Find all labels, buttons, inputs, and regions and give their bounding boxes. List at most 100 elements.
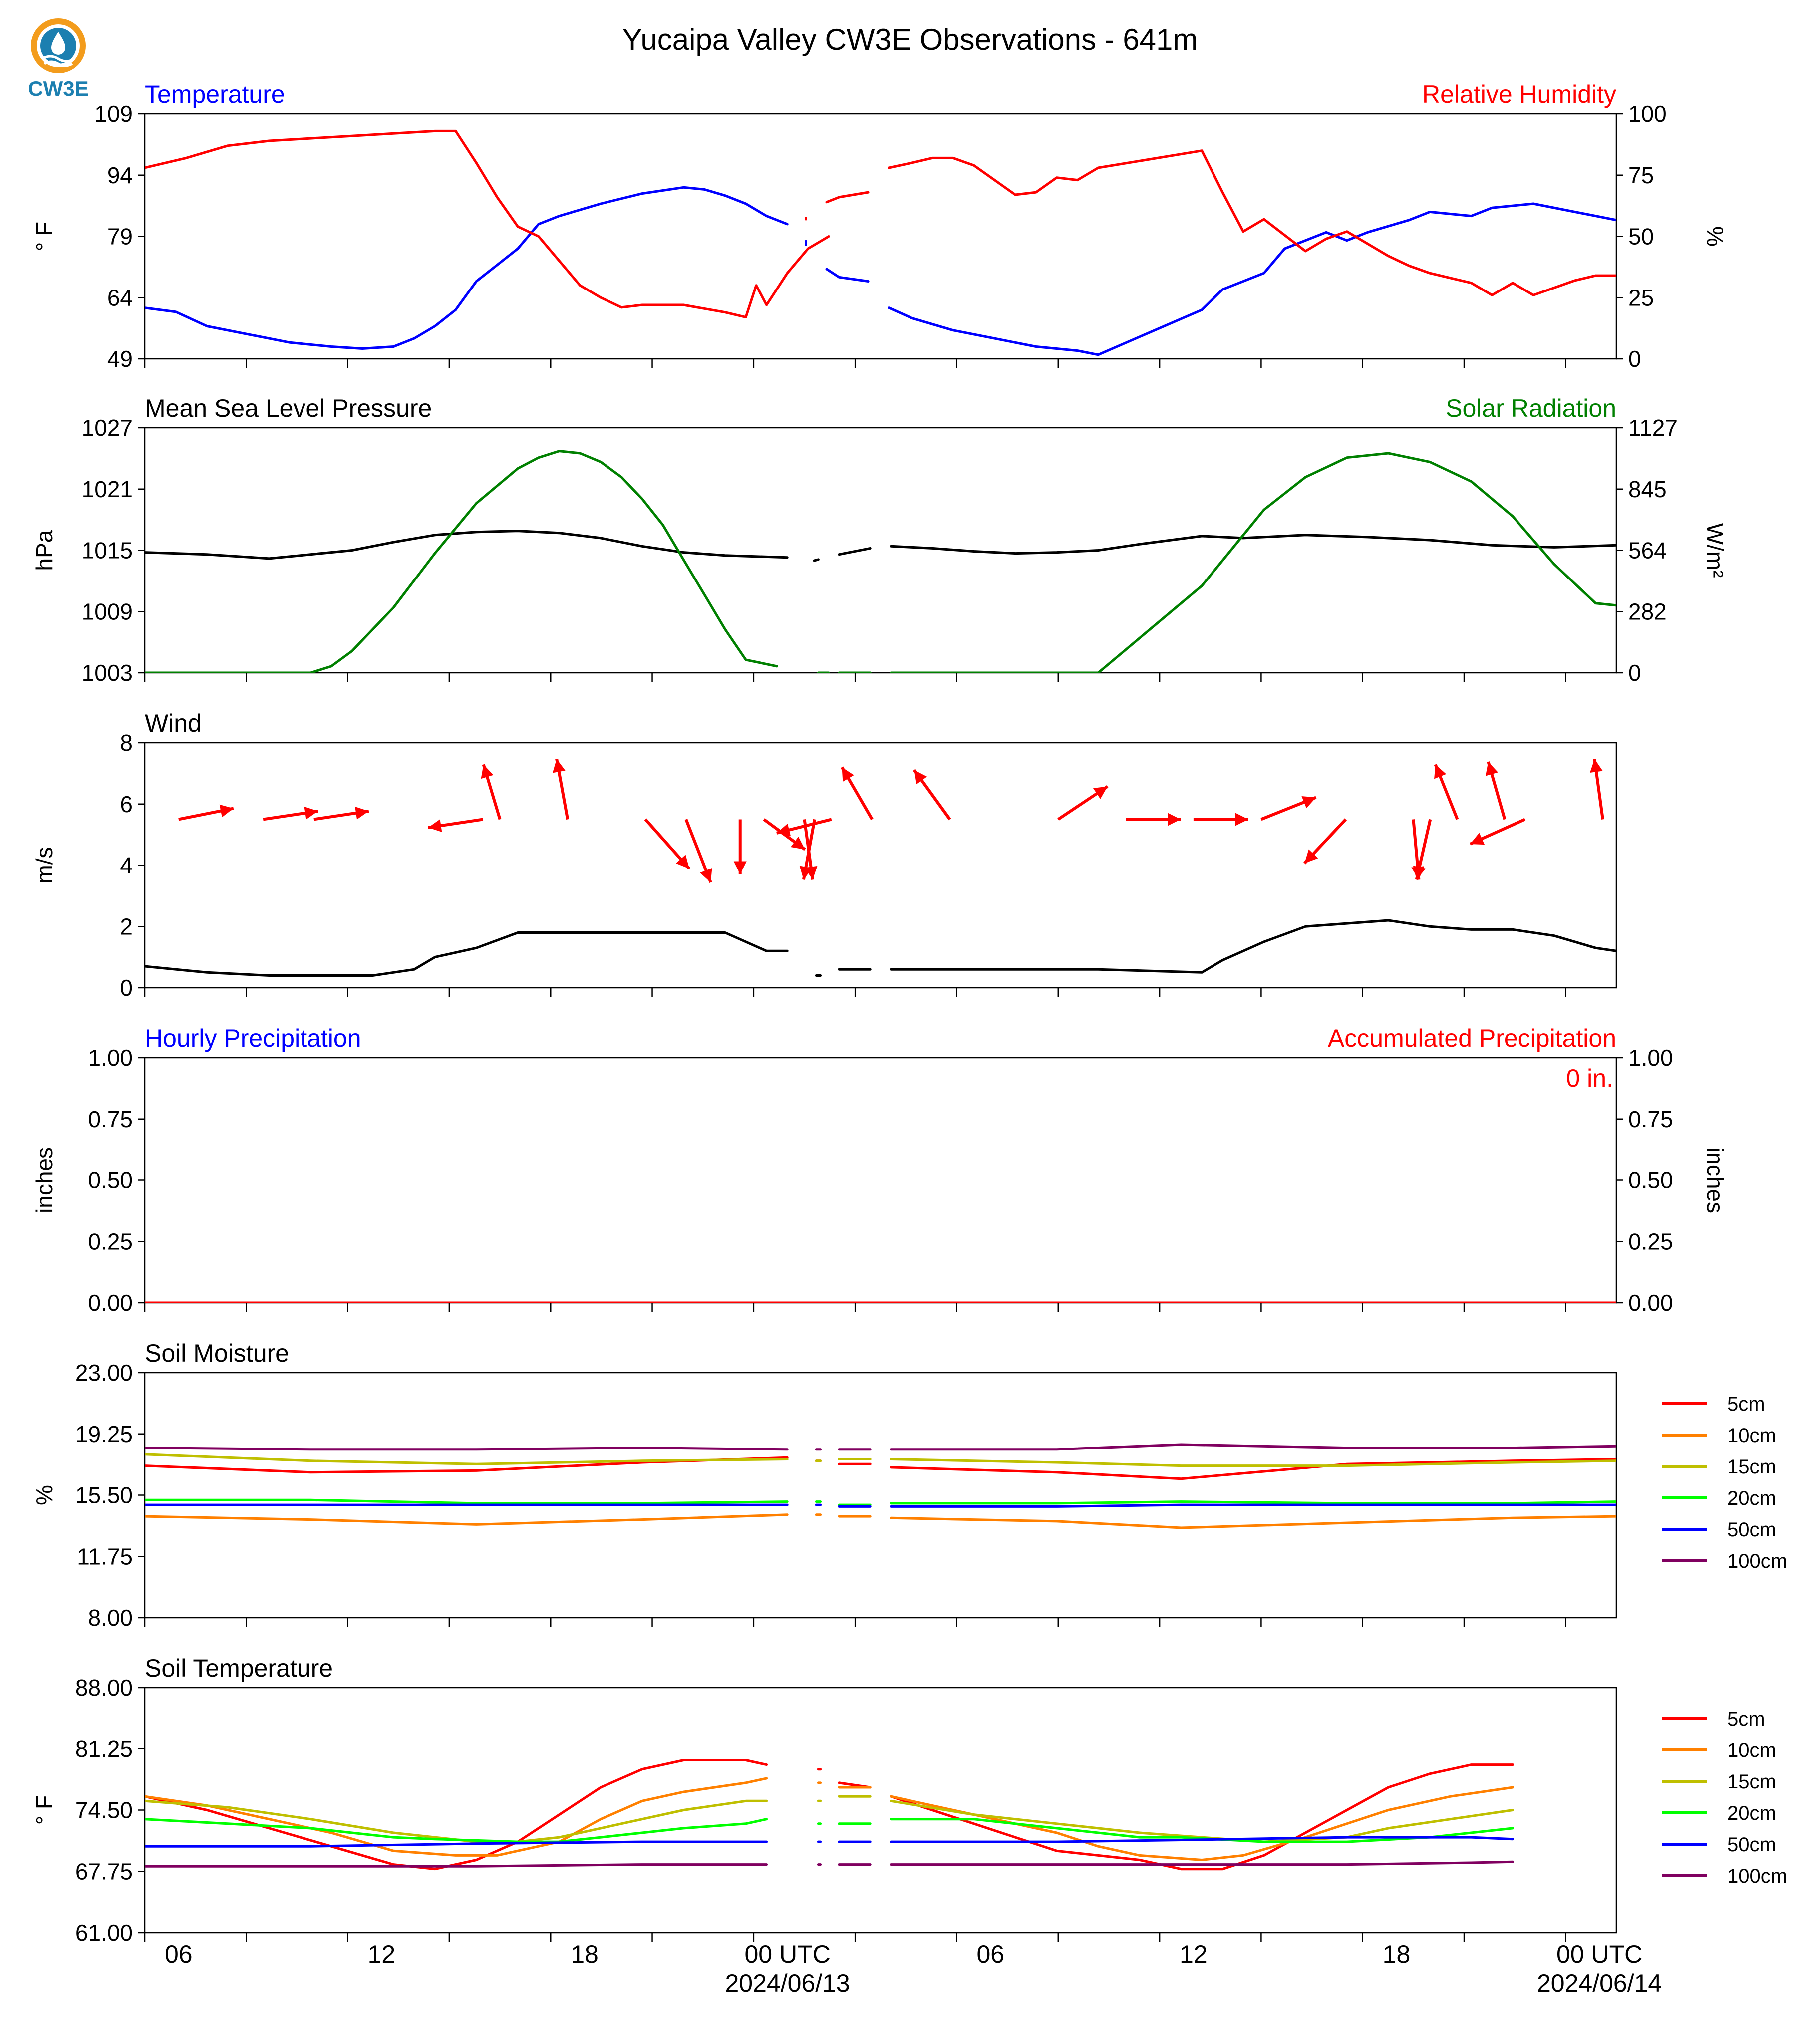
- y-tick-label-left: 0.75: [88, 1106, 133, 1132]
- y-axis-label-left: ° F: [31, 1795, 57, 1825]
- y-tick-label-left: 74.50: [75, 1797, 133, 1823]
- panel-title-left: Soil Temperature: [145, 1654, 333, 1682]
- wind-arrow: [1486, 761, 1507, 820]
- panel-title-right: Solar Radiation: [1446, 394, 1616, 422]
- y-tick-label-right: 50: [1628, 224, 1654, 250]
- x-tick-label: 06: [976, 1940, 1004, 1968]
- y-tick-label-left: 67.75: [75, 1858, 133, 1884]
- series-line-mean-sea-level-pressure: [890, 534, 1616, 555]
- y-tick-label-left: 109: [94, 101, 133, 127]
- accumulated-total-label: 0 in.: [1566, 1064, 1613, 1092]
- y-axis-label-left: hPa: [31, 530, 57, 571]
- series-line-100cm: [890, 1443, 1616, 1451]
- series-group: [145, 450, 1616, 673]
- legend-label: 100cm: [1727, 1550, 1787, 1572]
- series-line-mean-sea-level-pressure: [813, 558, 820, 562]
- x-tick-label: 12: [1180, 1940, 1208, 1968]
- legend-label: 50cm: [1727, 1519, 1776, 1541]
- legend: 5cm 10cm 15cm 20cm 50cm 100cm: [1662, 1708, 1787, 1887]
- y-tick-label-right: 0: [1628, 660, 1641, 686]
- series-line-wind: [890, 919, 1616, 974]
- series-line-100cm: [145, 1863, 768, 1868]
- y-tick-label-left: 8: [120, 730, 133, 756]
- y-tick-label-right: 25: [1628, 285, 1654, 310]
- wind-arrow: [481, 764, 502, 820]
- x-tick-label: 18: [571, 1940, 599, 1968]
- y-tick-label-left: 0.25: [88, 1228, 133, 1254]
- panel-title-left: Wind: [145, 709, 202, 737]
- panel-temp_rh: 109 94 79 64 49 100 75 50 25 0 Temperature Relative…: [31, 80, 1728, 372]
- series-line-50cm: [145, 1840, 768, 1848]
- wind-arrow: [1590, 759, 1604, 820]
- wind-arrow: [1260, 796, 1317, 821]
- y-axis-label-left: ° F: [31, 222, 57, 251]
- x-date-label: 2024/06/14: [1537, 1969, 1662, 1997]
- y-tick-label-left: 1009: [82, 598, 133, 624]
- y-tick-label-left: 94: [107, 162, 133, 188]
- series-line-mean-sea-level-pressure: [145, 530, 789, 560]
- panel-title-right: Accumulated Precipitation: [1328, 1024, 1616, 1052]
- series-line-relative-humidity: [145, 129, 830, 318]
- wind-arrow: [799, 819, 816, 880]
- series-line-temperature: [825, 268, 870, 283]
- series-line-20cm: [145, 1498, 789, 1505]
- series-line-temperature: [888, 306, 1100, 356]
- y-axis-label-left: inches: [31, 1147, 57, 1213]
- x-date-label: 2024/06/13: [725, 1969, 850, 1997]
- plot-frame: [144, 1372, 1617, 1619]
- y-tick-label-right: 0: [1628, 346, 1641, 372]
- y-tick-label-right: 845: [1628, 476, 1667, 502]
- series-line-10cm: [890, 1515, 1616, 1529]
- wind-arrow: [1413, 819, 1432, 880]
- series-group: [145, 758, 1616, 977]
- y-tick-label-left: 64: [107, 285, 133, 310]
- legend-label: 10cm: [1727, 1425, 1776, 1447]
- y-tick-label-right: 564: [1628, 538, 1667, 564]
- legend-label: 5cm: [1727, 1393, 1765, 1415]
- y-tick-label-right: 0.50: [1628, 1167, 1673, 1193]
- y-tick-label-left: 6: [120, 791, 133, 817]
- y-tick-label-right: 0.00: [1628, 1290, 1673, 1316]
- y-tick-label-left: 8.00: [88, 1605, 133, 1631]
- plot-frame: [144, 113, 1617, 360]
- panel-pressure_solar: 1027 1021 1015 1009 1003 1127 845 564 282 0 Mean S…: [31, 394, 1728, 686]
- series-line-10cm: [145, 1513, 789, 1526]
- y-tick-label-left: 0: [120, 975, 133, 1001]
- panel-title-left: Temperature: [145, 80, 285, 108]
- y-tick-label-right: 0.75: [1628, 1106, 1673, 1132]
- series-line-relative-humidity: [1097, 149, 1616, 296]
- series-line-mean-sea-level-pressure: [838, 547, 872, 556]
- y-tick-label-left: 1015: [82, 538, 133, 564]
- wind-arrow: [776, 818, 832, 837]
- y-tick-label-right: 1127: [1628, 415, 1678, 441]
- x-tick-label: 06: [165, 1940, 193, 1968]
- y-tick-label-left: 79: [107, 224, 133, 250]
- y-tick-label-left: 23.00: [75, 1360, 133, 1386]
- series-line-100cm: [890, 1860, 1514, 1866]
- wind-arrow: [644, 818, 691, 870]
- wind-arrow: [1057, 785, 1109, 821]
- legend-label: 5cm: [1727, 1708, 1765, 1730]
- series-group: [145, 1443, 1616, 1529]
- y-tick-label-left: 4: [120, 853, 133, 878]
- figure-title: Yucaipa Valley CW3E Observations - 641m: [622, 23, 1198, 56]
- x-tick-label: 00 UTC: [1556, 1940, 1642, 1968]
- legend-label: 20cm: [1727, 1802, 1776, 1824]
- y-tick-label-right: 0.25: [1628, 1228, 1673, 1254]
- wind-arrow: [1193, 813, 1248, 826]
- wind-arrow: [733, 819, 747, 874]
- y-tick-label-left: 0.00: [88, 1290, 133, 1316]
- legend-label: 50cm: [1727, 1834, 1776, 1856]
- series-line-temperature: [145, 186, 789, 350]
- panel-soil_temp: 88.00 81.25 74.50 67.75 61.00 Soil Temperatur…: [31, 1654, 1787, 1946]
- x-tick-label: 00 UTC: [744, 1940, 830, 1968]
- water-drop-icon: CW3E: [28, 18, 89, 100]
- panel-wind: 8 6 4 2 0 Wind m/s: [31, 709, 1617, 1001]
- y-tick-label-left: 88.00: [75, 1675, 133, 1701]
- y-axis-label-right: %: [1702, 226, 1728, 247]
- series-line-50cm: [890, 1836, 1514, 1843]
- y-axis-label-right: inches: [1702, 1147, 1728, 1213]
- series-line-15cm: [890, 1458, 1616, 1467]
- plot-frame: [144, 1687, 1617, 1934]
- y-tick-label-left: 1021: [82, 476, 133, 502]
